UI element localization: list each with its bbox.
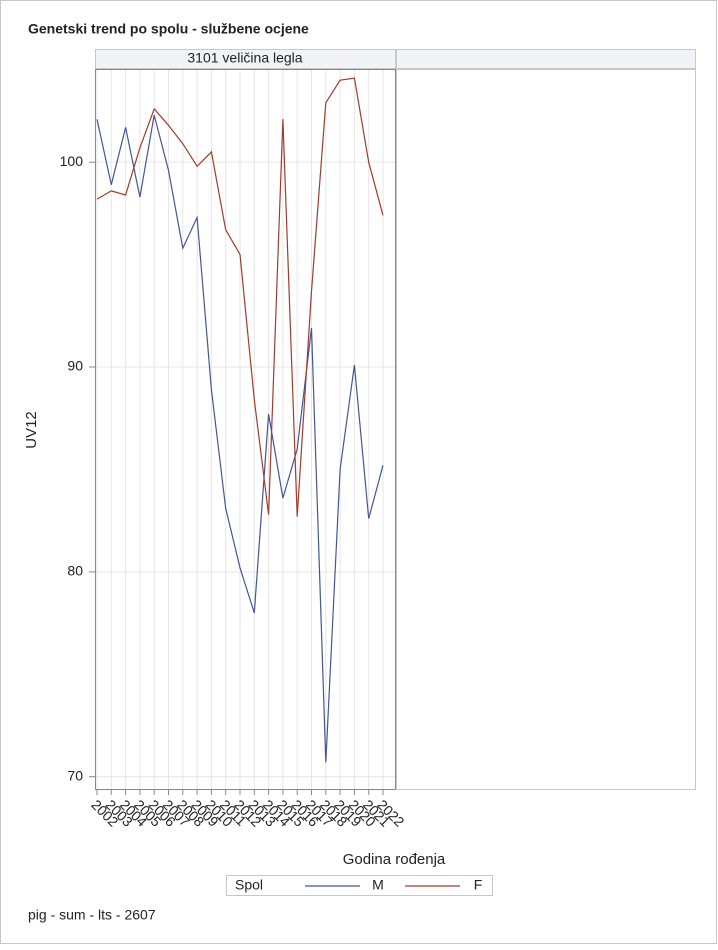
footnote: pig - sum - lts - 2607 <box>28 907 156 923</box>
legend-label: F <box>474 877 483 893</box>
y-tick-label: 70 <box>67 767 83 783</box>
chart-title: Genetski trend po spolu - službene ocjen… <box>28 21 309 37</box>
y-tick-label: 90 <box>67 358 83 374</box>
x-axis-label: Godina rođenja <box>343 851 446 868</box>
panel-border-empty <box>396 69 696 790</box>
y-tick-label: 80 <box>67 563 83 579</box>
line <box>96 114 384 763</box>
legend-title: Spol <box>235 877 263 893</box>
panel-header-empty <box>396 49 696 69</box>
legend-label: M <box>372 877 384 893</box>
panel-border <box>95 69 396 790</box>
line <box>96 77 384 517</box>
y-axis-label: UV12 <box>23 411 40 449</box>
panel-header <box>95 49 396 69</box>
panel-title: 3101 veličina legla <box>187 50 302 66</box>
y-tick-label: 100 <box>60 153 84 169</box>
plot-area <box>95 70 395 789</box>
